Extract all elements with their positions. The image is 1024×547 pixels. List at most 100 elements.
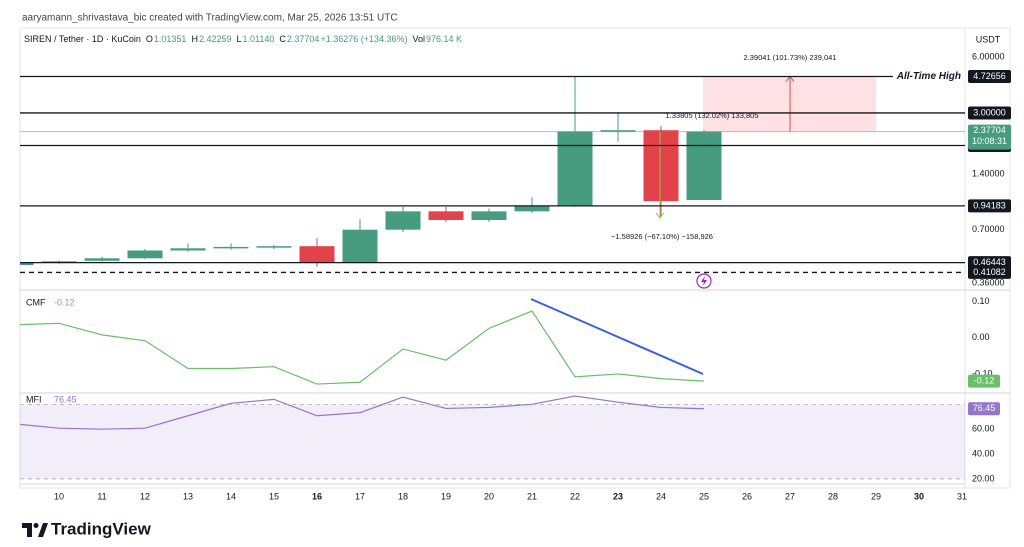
- annotation: 2.39041 (101.73%) 239,041: [744, 53, 837, 62]
- legend-value: 976.14 K: [426, 34, 462, 44]
- x-tick-label: 15: [269, 491, 279, 501]
- candle-body: [84, 258, 120, 261]
- candle-body: [256, 246, 292, 248]
- candle-body: [170, 248, 206, 251]
- candle-body: [514, 206, 550, 212]
- countdown: 10:08:31: [972, 136, 1007, 146]
- level-label: 0.41082: [973, 267, 1006, 277]
- candle-body: [342, 229, 378, 263]
- x-tick-label: 20: [484, 491, 494, 501]
- candle-body: [213, 246, 249, 249]
- legend-key: O: [146, 34, 153, 44]
- legend-value: 2.37704: [287, 34, 320, 44]
- y-tick-label: 0.00: [972, 332, 990, 342]
- legend-key: Vol: [413, 34, 426, 44]
- trendline: [530, 298, 704, 375]
- value-label: 76.45: [973, 403, 996, 413]
- indicator-name: CMF: [26, 297, 46, 307]
- plot-area: [20, 76, 722, 430]
- x-tick-label: 10: [54, 491, 64, 501]
- y-tick-label: 0.10: [972, 296, 990, 306]
- candle-body: [127, 250, 163, 259]
- x-tick-label: 19: [441, 491, 451, 501]
- annotation: −1.58926 (−67.10%) −158,926: [611, 232, 713, 241]
- legend-key: L: [237, 34, 242, 44]
- level-label: 0.46443: [973, 257, 1006, 267]
- x-tick-label: 26: [742, 491, 752, 501]
- x-tick-label: 28: [828, 491, 838, 501]
- y-tick-label: 1.40000: [972, 168, 1005, 178]
- candle-body: [643, 130, 679, 202]
- series-line: [20, 395, 705, 430]
- legend-value: 1.01351: [154, 34, 187, 44]
- band: [20, 404, 965, 479]
- x-tick-label: 24: [656, 491, 666, 501]
- x-tick-label: 31: [957, 491, 967, 501]
- logo-mark: [38, 523, 48, 537]
- candle-body: [385, 211, 421, 230]
- credit: aaryamann_shrivastava_bic created with T…: [22, 13, 398, 24]
- x-tick-label: 22: [570, 491, 580, 501]
- x-tick-label: 12: [140, 491, 150, 501]
- y-tick-label: 0.70000: [972, 224, 1005, 234]
- x-tick-label: 16: [312, 491, 322, 501]
- legend-value: 2.42259: [199, 34, 232, 44]
- x-tick-label: 17: [355, 491, 365, 501]
- indicator-value: -0.12: [54, 297, 75, 307]
- series-line: [20, 310, 705, 385]
- level-label-box: [968, 265, 1011, 279]
- measure-arrowhead: [655, 212, 665, 219]
- logo: [22, 523, 48, 537]
- level-label: 3.00000: [973, 107, 1006, 117]
- symbol: SIREN / Tether · 1D · KuCoin: [24, 34, 141, 44]
- legend-key: H: [191, 34, 198, 44]
- level-label-box: [968, 199, 1011, 213]
- x-tick-label: 25: [699, 491, 709, 501]
- legend-value: 1.01140: [243, 34, 275, 44]
- value-label-box: [968, 374, 1000, 388]
- x-tick-label: 11: [97, 491, 106, 501]
- candle-body: [20, 263, 34, 266]
- value-label-box: [968, 402, 1000, 416]
- candle-body: [428, 211, 464, 220]
- level-label: 4.72656: [973, 71, 1006, 81]
- value-label: -0.12: [974, 376, 995, 386]
- level-label-box: [968, 69, 1011, 83]
- ath-label-bg: [893, 69, 965, 84]
- x-tick-label: 18: [398, 491, 408, 501]
- x-tick-label: 14: [226, 491, 236, 501]
- y-tick-label: 20.00: [972, 473, 995, 483]
- y-tick-label: 40.00: [972, 448, 995, 458]
- x-tick-label: 13: [183, 491, 193, 501]
- level-label-box: [968, 106, 1011, 120]
- legend: SIREN / Tether · 1D · KuCoin O1.01351 H2.4…: [24, 34, 462, 44]
- x-tick-label: 29: [871, 491, 881, 501]
- logo-mark: [22, 523, 32, 537]
- candle-body: [600, 130, 636, 132]
- y-tick-label: 60.00: [972, 424, 995, 434]
- legend-value: +1.36276 (+134.36%): [320, 34, 407, 44]
- y-tick-label: 0.36000: [972, 277, 1005, 287]
- y-tick-label: -0.10: [972, 368, 993, 378]
- ath-label: All-Time High: [896, 71, 961, 82]
- level-label: 0.94183: [973, 200, 1006, 210]
- price-label: 2.37704: [973, 125, 1006, 135]
- x-tick-label: 30: [914, 491, 924, 501]
- currency: USDT: [976, 34, 1001, 44]
- price-label-box: [968, 124, 1011, 150]
- x-tick-label: 23: [613, 491, 623, 501]
- x-tick-label: 27: [785, 491, 795, 501]
- y-tick-label: 6.00000: [972, 52, 1005, 62]
- candle-body: [471, 211, 507, 220]
- logo-mark: [33, 523, 39, 528]
- x-tick-label: 21: [527, 491, 537, 501]
- indicator-name: MFI: [26, 394, 42, 404]
- brand: TradingView: [51, 519, 152, 538]
- candle-body: [686, 131, 722, 201]
- candle-body: [299, 246, 335, 263]
- event-icon-bolt: [701, 276, 707, 286]
- legend-key: C: [279, 34, 286, 44]
- level-label-box: [968, 256, 1011, 270]
